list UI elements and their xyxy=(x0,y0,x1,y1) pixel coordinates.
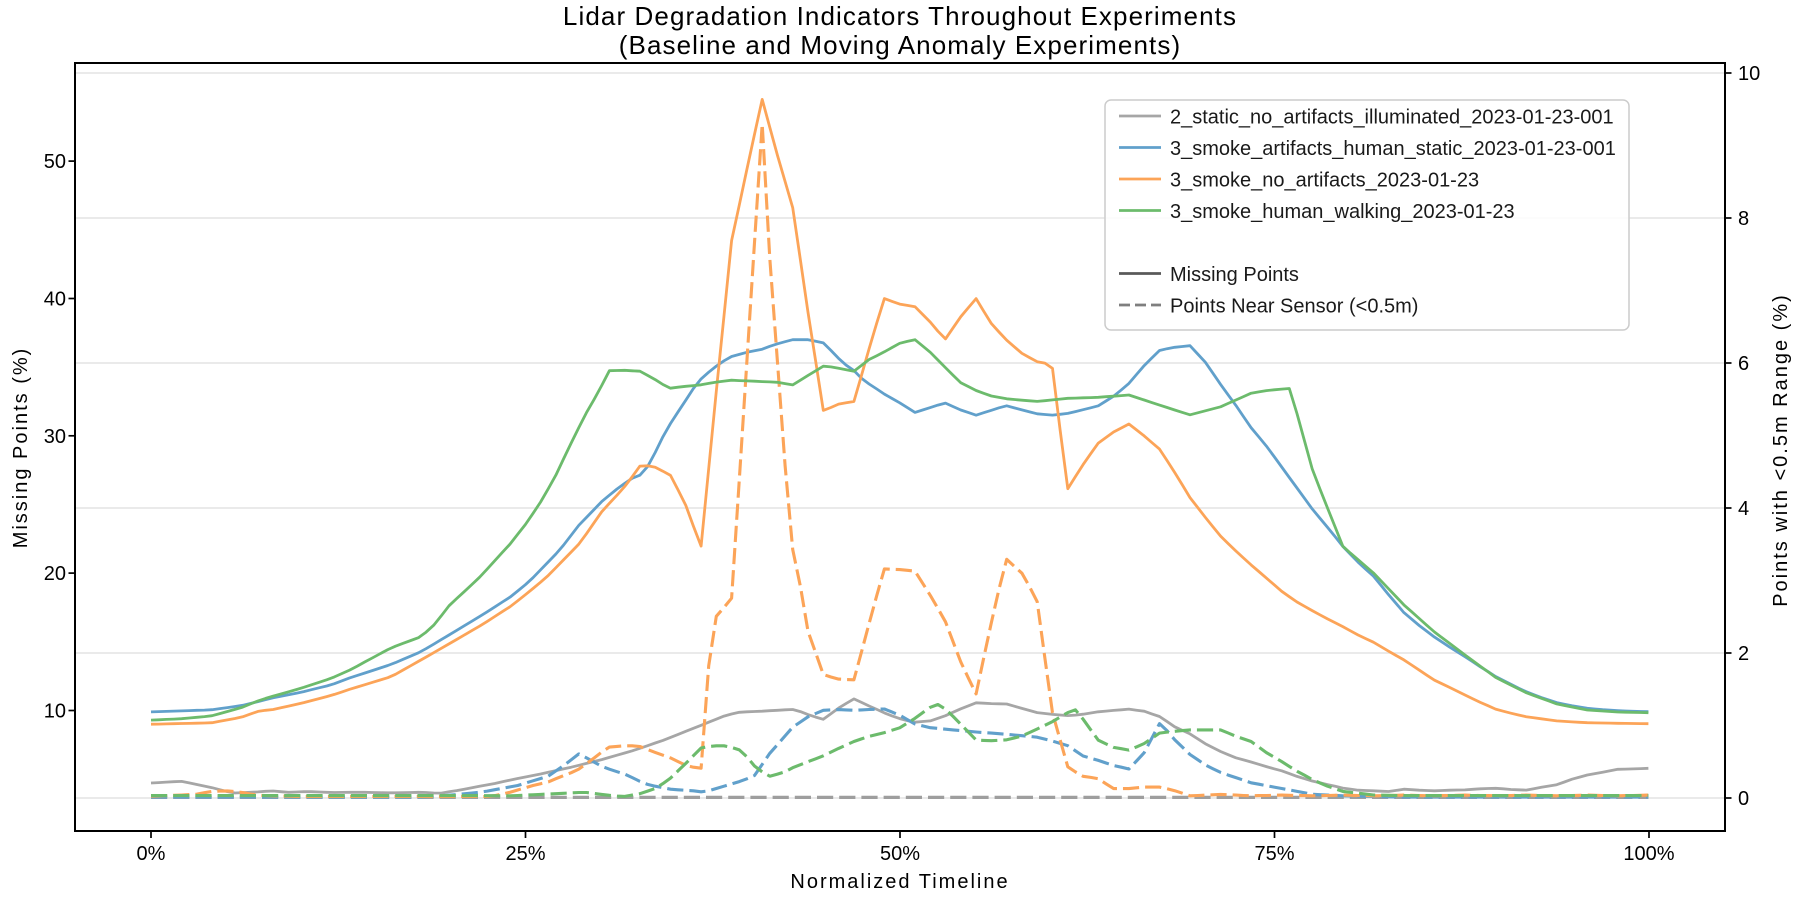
svg-text:50%: 50% xyxy=(880,843,920,865)
svg-text:Lidar Degradation Indicators T: Lidar Degradation Indicators Throughout … xyxy=(563,1,1237,31)
svg-text:20: 20 xyxy=(44,563,66,585)
svg-text:4: 4 xyxy=(1738,498,1749,520)
svg-text:25%: 25% xyxy=(505,843,545,865)
svg-text:Missing Points: Missing Points xyxy=(1170,264,1299,286)
svg-text:50: 50 xyxy=(44,151,66,173)
svg-text:6: 6 xyxy=(1738,353,1749,375)
svg-text:Missing Points (%): Missing Points (%) xyxy=(10,347,32,549)
svg-text:100%: 100% xyxy=(1623,843,1674,865)
svg-text:2_static_no_artifacts_illumina: 2_static_no_artifacts_illuminated_2023-0… xyxy=(1170,107,1614,129)
svg-text:75%: 75% xyxy=(1254,843,1294,865)
svg-text:3_smoke_no_artifacts_2023-01-2: 3_smoke_no_artifacts_2023-01-23 xyxy=(1170,170,1479,192)
svg-text:10: 10 xyxy=(1738,63,1760,85)
svg-text:3_smoke_human_walking_2023-01-: 3_smoke_human_walking_2023-01-23 xyxy=(1170,201,1515,223)
svg-text:30: 30 xyxy=(44,426,66,448)
svg-text:Points with <0.5m Range (%): Points with <0.5m Range (%) xyxy=(1770,293,1792,607)
svg-text:10: 10 xyxy=(44,701,66,723)
svg-text:Normalized Timeline: Normalized Timeline xyxy=(790,871,1009,893)
svg-text:8: 8 xyxy=(1738,208,1749,230)
svg-text:0: 0 xyxy=(1738,788,1749,810)
svg-text:Points Near Sensor (<0.5m): Points Near Sensor (<0.5m) xyxy=(1170,296,1418,318)
svg-text:3_smoke_artifacts_human_static: 3_smoke_artifacts_human_static_2023-01-2… xyxy=(1170,138,1616,160)
svg-text:2: 2 xyxy=(1738,643,1749,665)
svg-text:(Baseline and Moving Anomaly E: (Baseline and Moving Anomaly Experiments… xyxy=(619,30,1181,60)
svg-text:40: 40 xyxy=(44,289,66,311)
svg-text:0%: 0% xyxy=(137,843,166,865)
